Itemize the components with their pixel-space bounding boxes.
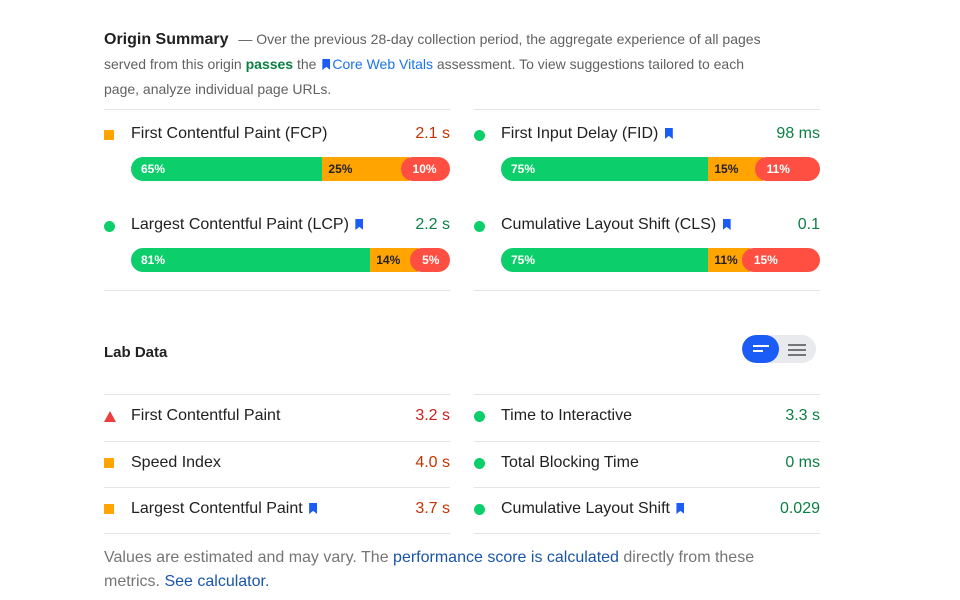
performance-score-link[interactable]: performance score is calculated	[393, 549, 619, 566]
origin-summary-title: Origin Summary	[104, 31, 229, 48]
lab-metric-cls: Cumulative Layout Shift 0.029	[474, 487, 820, 533]
divider	[104, 394, 450, 395]
see-calculator-link[interactable]: See calculator.	[164, 573, 270, 590]
bookmark-icon	[676, 503, 685, 514]
field-metric-fcp: First Contentful Paint (FCP) 2.1 s 65% 2…	[104, 123, 450, 181]
average-square-icon	[104, 504, 114, 514]
summary-the: the	[296, 56, 317, 72]
metric-label: Largest Contentful Paint	[131, 500, 319, 518]
summary-text-before: Over the previous 28-day collection peri…	[104, 31, 761, 72]
divider	[474, 487, 820, 488]
good-circle-icon	[474, 411, 485, 422]
metric-label: Total Blocking Time	[501, 454, 639, 471]
compact-view-button[interactable]	[742, 335, 779, 363]
footer-note: Values are estimated and may vary. The p…	[104, 546, 784, 594]
metric-label: First Contentful Paint (FCP)	[131, 125, 328, 142]
divider	[474, 441, 820, 442]
good-circle-icon	[474, 130, 485, 141]
bookmark-icon	[309, 503, 318, 514]
poor-segment: 5%	[410, 248, 450, 272]
divider	[104, 290, 450, 291]
metric-value: 4.0 s	[415, 454, 450, 471]
divider	[474, 290, 820, 291]
metric-label: Cumulative Layout Shift	[501, 500, 686, 518]
metric-label: Cumulative Layout Shift (CLS)	[501, 216, 733, 234]
core-web-vitals-link[interactable]: Core Web Vitals	[332, 56, 433, 72]
divider	[474, 533, 820, 534]
expanded-view-button[interactable]	[779, 335, 816, 363]
bookmark-icon	[722, 219, 731, 230]
field-metric-lcp: Largest Contentful Paint (LCP) 2.2 s 81%…	[104, 214, 450, 272]
metric-label: Time to Interactive	[501, 407, 633, 424]
divider	[104, 441, 450, 442]
origin-summary: Origin Summary — Over the previous 28-da…	[104, 27, 774, 102]
divider	[104, 533, 450, 534]
average-segment: 11%	[708, 248, 750, 272]
good-circle-icon	[474, 458, 485, 469]
good-segment: 75%	[501, 157, 709, 181]
list-lines-icon	[788, 344, 806, 359]
distribution-bar: 75% 11% 15%	[501, 248, 820, 272]
metric-value: 0.1	[797, 216, 820, 233]
distribution-bar: 65% 25% 10%	[131, 157, 450, 181]
metric-value: 98 ms	[776, 125, 820, 142]
average-square-icon	[104, 458, 114, 468]
passes-label: passes	[245, 56, 294, 72]
bookmark-icon	[664, 128, 673, 139]
distribution-bar: 81% 14% 5%	[131, 248, 450, 272]
good-circle-icon	[474, 504, 485, 515]
divider	[474, 394, 820, 395]
poor-segment: 15%	[741, 248, 820, 272]
lab-metric-tbt: Total Blocking Time 0 ms	[474, 441, 820, 487]
summary-text-after: assessment. To view suggestions tailored…	[104, 56, 745, 97]
summary-dash: —	[238, 31, 253, 47]
good-segment: 75%	[501, 248, 709, 272]
footer-text-2: directly from these metrics.	[104, 549, 755, 590]
metric-value: 0 ms	[785, 454, 820, 471]
metric-label: Speed Index	[131, 454, 221, 471]
lab-metric-lcp: Largest Contentful Paint 3.7 s	[104, 487, 450, 533]
good-segment: 65%	[131, 157, 323, 181]
field-metric-cls: Cumulative Layout Shift (CLS) 0.1 75% 11…	[474, 214, 820, 272]
lab-metric-fcp: First Contentful Paint 3.2 s	[104, 394, 450, 440]
footer-text-1: Values are estimated and may vary. The	[104, 549, 389, 566]
good-segment: 81%	[131, 248, 371, 272]
divider	[104, 487, 450, 488]
lab-metric-speed-index: Speed Index 4.0 s	[104, 441, 450, 487]
divider	[474, 109, 820, 110]
compact-lines-icon	[753, 345, 769, 355]
lab-data-title: Lab Data	[104, 344, 168, 361]
metric-value: 2.2 s	[415, 216, 450, 233]
bookmark-icon	[355, 219, 364, 230]
metric-value: 3.2 s	[415, 407, 450, 424]
poor-segment: 11%	[754, 157, 820, 181]
poor-triangle-icon	[104, 411, 116, 422]
good-circle-icon	[104, 221, 115, 232]
field-metric-fid: First Input Delay (FID) 98 ms 75% 15% 11…	[474, 123, 820, 181]
lab-metric-tti: Time to Interactive 3.3 s	[474, 394, 820, 440]
distribution-bar: 75% 15% 11%	[501, 157, 820, 181]
metric-label: Largest Contentful Paint (LCP)	[131, 216, 365, 234]
poor-segment: 10%	[400, 157, 450, 181]
average-segment: 25%	[322, 157, 409, 181]
metric-value: 3.7 s	[415, 500, 450, 517]
bookmark-icon	[322, 59, 331, 70]
average-square-icon	[104, 130, 114, 140]
view-toggle[interactable]	[742, 335, 816, 363]
metric-value: 3.3 s	[785, 407, 820, 424]
metric-label: First Contentful Paint	[131, 407, 281, 424]
metric-value: 2.1 s	[415, 125, 450, 142]
average-segment: 15%	[708, 157, 763, 181]
divider	[104, 109, 450, 110]
good-circle-icon	[474, 221, 485, 232]
metric-value: 0.029	[779, 500, 820, 517]
metric-label: First Input Delay (FID)	[501, 125, 675, 143]
